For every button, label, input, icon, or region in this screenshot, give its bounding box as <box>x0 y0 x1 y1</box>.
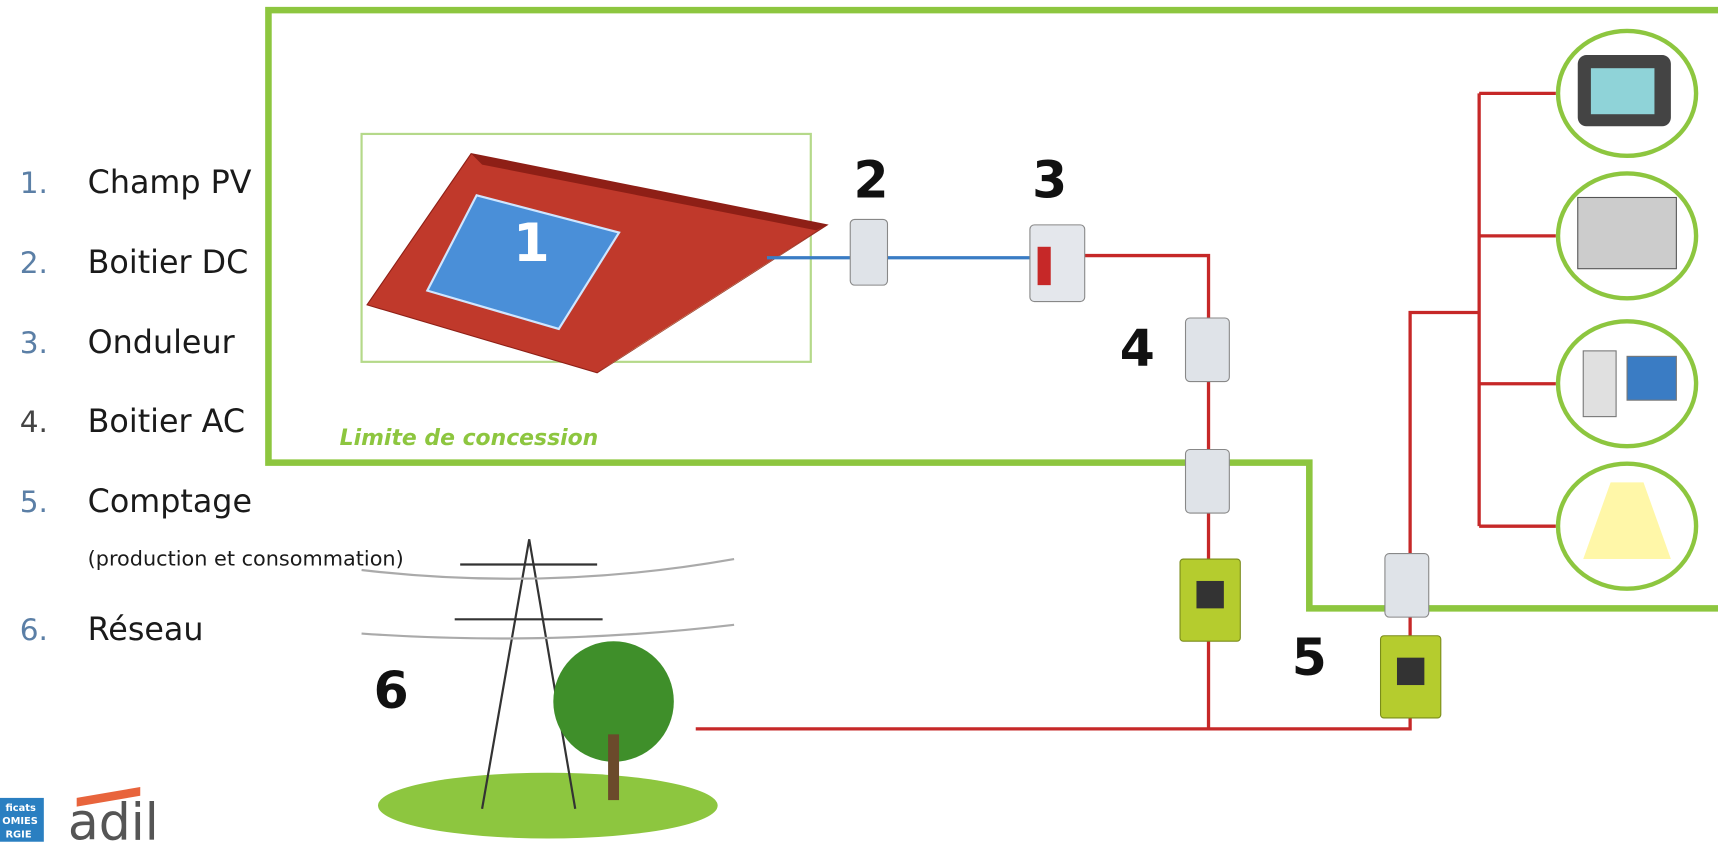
logo-text: adil <box>68 793 159 842</box>
tv-screen <box>1591 68 1655 114</box>
boundary-label: Limite de concession <box>340 426 599 451</box>
inverter-panel <box>1038 247 1051 285</box>
legend-label: Boitier AC <box>88 404 245 440</box>
logo-text: ficats <box>5 803 36 814</box>
tree-trunk <box>608 734 619 800</box>
meter-screen <box>1397 658 1424 685</box>
legend-label: Champ PV <box>88 165 252 201</box>
marker: 3 <box>1032 150 1067 209</box>
logo-text: OMIES <box>2 816 38 827</box>
legend-number: 6. <box>20 613 48 647</box>
marker: 5 <box>1292 628 1327 687</box>
certificats-logo: ficats OMIES RGIE <box>0 798 44 842</box>
legend-number: 5. <box>20 485 48 519</box>
wire <box>362 625 735 639</box>
marker: 1 <box>513 213 550 274</box>
legend-label: Réseau <box>88 612 204 648</box>
adil-logo: adil <box>68 787 159 842</box>
legend-number: 4. <box>20 405 48 439</box>
legend-note: (production et consommation) <box>88 547 404 571</box>
breaker-box <box>1385 554 1429 618</box>
marker: 2 <box>854 150 889 209</box>
legend-number: 1. <box>20 166 48 200</box>
dc-box <box>850 219 887 285</box>
grid-cable <box>696 313 1479 729</box>
marker: 4 <box>1120 319 1155 378</box>
load-branches <box>1479 93 1556 526</box>
meter-screen <box>1196 581 1223 608</box>
legend-label: Comptage <box>88 484 252 520</box>
ground <box>378 773 718 839</box>
marker: 6 <box>374 661 409 720</box>
ac-box <box>1186 318 1230 382</box>
computer-tower <box>1583 351 1616 417</box>
logo-text: RGIE <box>5 829 31 840</box>
diagram: Limite de concession 1. Champ PV 2. Boit… <box>0 0 1718 842</box>
breaker-box <box>1186 449 1230 513</box>
page: {"legend": {"items": [ {"number": "1.", … <box>0 0 1718 842</box>
legend-label: Onduleur <box>88 325 236 361</box>
microwave-body <box>1578 197 1677 268</box>
power-lines <box>362 559 735 638</box>
computer-screen <box>1627 356 1676 400</box>
legend-label: Boitier DC <box>88 245 249 281</box>
pv-roof: 1 <box>367 154 827 373</box>
legend-number: 2. <box>20 246 48 280</box>
legend: 1. Champ PV 2. Boitier DC 3. Onduleur 4.… <box>20 165 404 648</box>
legend-number: 3. <box>20 326 48 360</box>
wire <box>362 559 735 579</box>
